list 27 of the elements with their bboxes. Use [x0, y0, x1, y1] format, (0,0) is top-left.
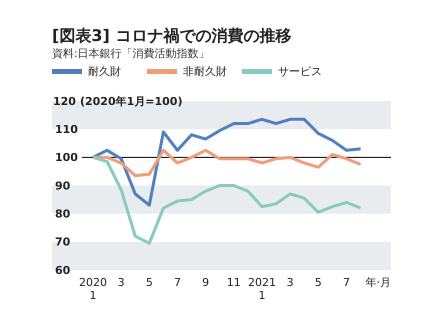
- x-tick-label: 2020 1: [79, 276, 107, 302]
- x-tick-label: 3: [286, 276, 294, 289]
- y-tick-label: 110: [55, 123, 78, 136]
- x-tick-label: 11: [226, 276, 241, 289]
- legend-label: 耐久財: [88, 65, 121, 78]
- y-tick-label: 120: [53, 94, 76, 108]
- line-series: [92, 156, 362, 245]
- x-tick-label: 5: [314, 276, 322, 289]
- x-tick-label: 2021 1: [248, 276, 276, 302]
- y-tick-label: 70: [55, 236, 71, 249]
- y-tick-label: 90: [55, 179, 71, 192]
- legend-label: サービス: [278, 65, 322, 78]
- y-tick-label: 100: [55, 151, 78, 164]
- x-tick-label: 5: [146, 276, 153, 289]
- chart-subtitle: 資料:日本銀行「消費活動指数」: [52, 47, 210, 60]
- x-axis-title: 年·月: [366, 276, 391, 289]
- x-tick-label: 3: [118, 276, 125, 289]
- y-axis-title: (2020年1月=100): [80, 94, 182, 108]
- chart-title: [図表3] コロナ禍での消費の推移: [52, 26, 292, 45]
- x-tick-label: 7: [174, 276, 181, 289]
- x-tick-label: 7: [342, 276, 350, 289]
- x-tick-label: 9: [202, 276, 210, 289]
- line-series: [92, 148, 362, 178]
- line-series: [92, 118, 362, 207]
- y-tick-label: 80: [55, 208, 71, 221]
- y-tick-label: 60: [55, 264, 71, 277]
- legend-label: 非耐久財: [183, 65, 227, 78]
